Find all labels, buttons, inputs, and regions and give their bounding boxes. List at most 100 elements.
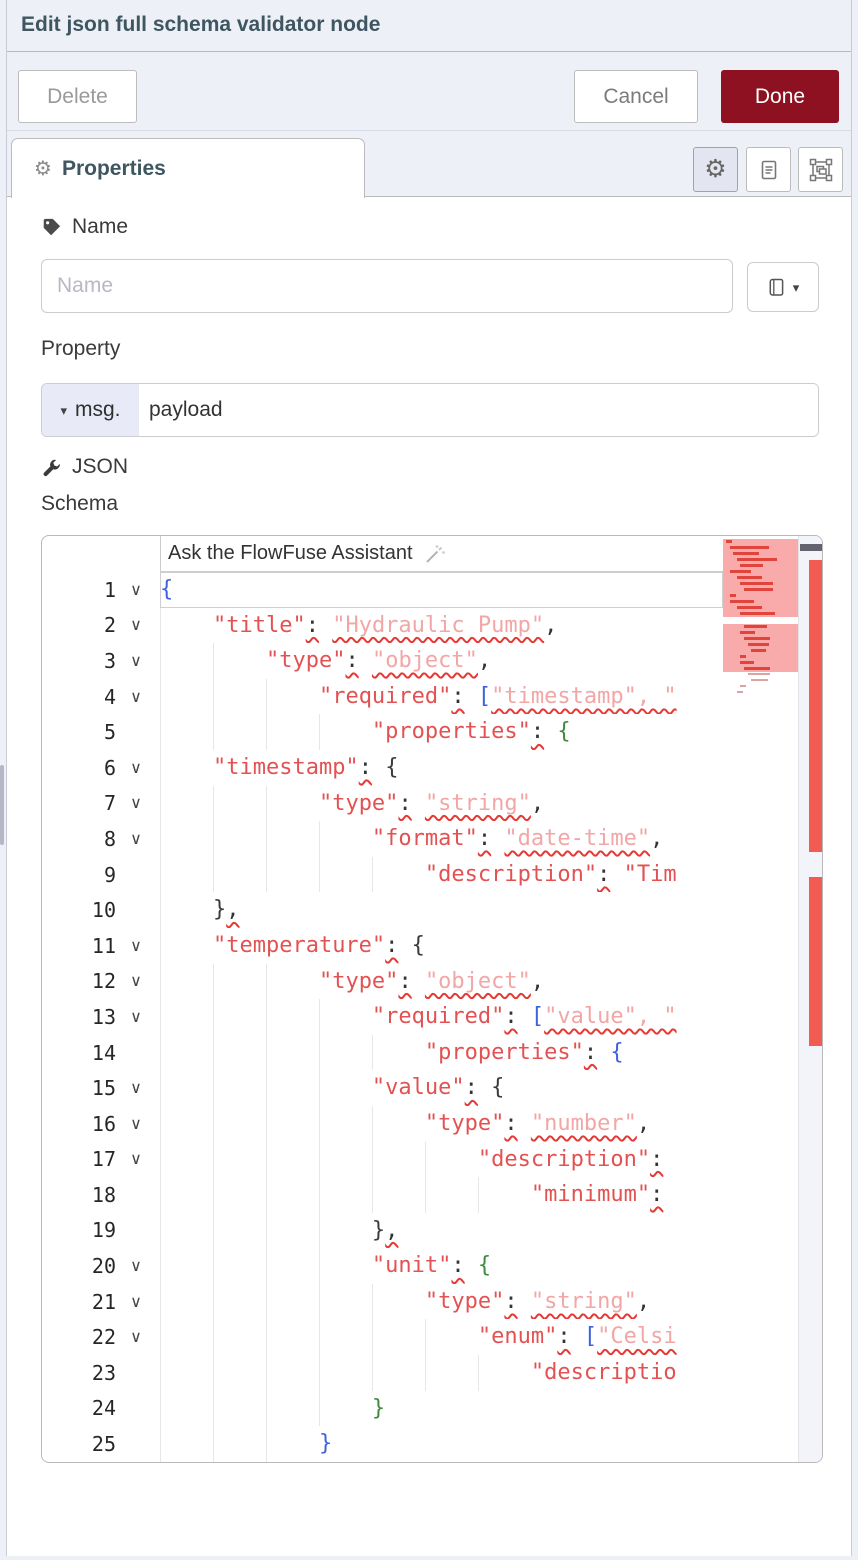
- code-line[interactable]: "type": "string",: [160, 1283, 723, 1320]
- json-label-row: JSON: [41, 455, 128, 479]
- line-number: 3: [103, 648, 116, 673]
- name-type-button[interactable]: ▾: [747, 262, 819, 312]
- dialog-panel: Edit json full schema validator node Del…: [6, 0, 852, 1556]
- fold-chevron-icon[interactable]: ∨: [130, 1293, 142, 1311]
- fold-chevron-icon[interactable]: ∨: [130, 1258, 142, 1276]
- fold-chevron-icon[interactable]: ∨: [130, 1008, 142, 1026]
- tab-bar: ⚙ Properties ⚙: [7, 131, 851, 198]
- line-number: 6: [103, 755, 116, 780]
- code-line[interactable]: {: [160, 572, 723, 608]
- line-number: 2: [103, 613, 116, 638]
- code-line[interactable]: "type": "string",: [160, 785, 723, 822]
- code-line[interactable]: "title": "Hydraulic Pump",: [160, 607, 723, 644]
- fold-chevron-icon[interactable]: ∨: [130, 1080, 142, 1098]
- line-number: 12: [91, 969, 116, 994]
- editor-content[interactable]: Ask the FlowFuse Assistant { "title": "H…: [160, 536, 723, 1462]
- code-line[interactable]: },: [160, 892, 723, 928]
- code-line[interactable]: "properties": {: [160, 1034, 723, 1071]
- document-icon: [758, 159, 780, 181]
- node-appearance-button[interactable]: [798, 147, 843, 192]
- assistant-bar[interactable]: Ask the FlowFuse Assistant: [160, 536, 723, 572]
- fold-chevron-icon[interactable]: ∨: [130, 1151, 142, 1169]
- code-line[interactable]: }: [160, 1390, 723, 1427]
- fold-chevron-icon[interactable]: ∨: [130, 795, 142, 813]
- code-line[interactable]: "value": {: [160, 1070, 723, 1106]
- code-line[interactable]: "type": "object",: [160, 643, 723, 679]
- code-lines[interactable]: { "title": "Hydraulic Pump", "type": "ob…: [160, 572, 723, 1462]
- property-prefix-label: msg.: [75, 398, 121, 421]
- fold-chevron-icon[interactable]: ∨: [130, 688, 142, 706]
- line-number: 18: [91, 1182, 116, 1207]
- property-input[interactable]: [139, 384, 818, 436]
- name-input[interactable]: [41, 259, 733, 313]
- line-number: 20: [91, 1254, 116, 1279]
- wrench-icon: [41, 457, 62, 478]
- chevron-down-icon: ▾: [60, 402, 67, 418]
- line-number: 5: [103, 720, 116, 745]
- cancel-button[interactable]: Cancel: [574, 70, 698, 123]
- line-number: 19: [91, 1218, 116, 1243]
- code-line[interactable]: "description": "Tim: [160, 856, 723, 893]
- fold-chevron-icon[interactable]: ∨: [130, 830, 142, 848]
- line-number: 7: [103, 791, 116, 816]
- code-line[interactable]: "unit": {: [160, 1248, 723, 1284]
- code-line[interactable]: "format": "date-time",: [160, 821, 723, 857]
- delete-button[interactable]: Delete: [18, 70, 137, 123]
- property-input-group: ▾ msg.: [41, 383, 819, 437]
- line-number: 15: [91, 1076, 116, 1101]
- code-line[interactable]: "properties": {: [160, 714, 723, 750]
- code-line[interactable]: }: [160, 1426, 723, 1462]
- fold-chevron-icon[interactable]: ∨: [130, 617, 142, 635]
- code-line[interactable]: "descriptio: [160, 1355, 723, 1391]
- done-button[interactable]: Done: [721, 70, 839, 123]
- fold-chevron-icon[interactable]: ∨: [130, 1115, 142, 1133]
- dialog-header: Edit json full schema validator node: [7, 0, 851, 52]
- fold-chevron-icon[interactable]: ∨: [130, 1329, 142, 1347]
- node-description-button[interactable]: [746, 147, 791, 192]
- magic-wand-icon: [423, 542, 447, 566]
- dialog-button-bar: Delete Cancel Done: [7, 52, 851, 131]
- fold-chevron-icon[interactable]: ∨: [130, 581, 142, 599]
- property-type-dropdown[interactable]: ▾ msg.: [42, 384, 139, 436]
- fold-chevron-icon[interactable]: ∨: [130, 973, 142, 991]
- scrollbar-thumb[interactable]: [800, 544, 822, 551]
- schema-label: Schema: [41, 492, 119, 515]
- line-number: 25: [91, 1432, 116, 1457]
- line-number: 22: [91, 1325, 116, 1350]
- overview-ruler[interactable]: [798, 536, 822, 1462]
- node-properties-button[interactable]: ⚙: [693, 147, 738, 192]
- tag-icon: [41, 217, 62, 238]
- properties-form: Name ▾ Property ▾ msg.: [7, 197, 851, 1556]
- code-line[interactable]: "minimum":: [160, 1177, 723, 1213]
- editor-gutter: 1 ∨ 2 ∨ 3 ∨ 4 ∨ 5 6 ∨ 7 ∨ 8 ∨ 9 10 11 ∨ 12 ∨ 13 ∨ 14 15 ∨ 16 ∨ 17 ∨ 18…: [42, 572, 160, 1462]
- fold-chevron-icon[interactable]: ∨: [130, 652, 142, 670]
- line-number: 17: [91, 1147, 116, 1172]
- tab-properties-label: Properties: [61, 156, 166, 180]
- line-number: 8: [103, 826, 116, 851]
- gear-icon: ⚙: [34, 157, 52, 180]
- json-schema-editor[interactable]: 1 ∨ 2 ∨ 3 ∨ 4 ∨ 5 6 ∨ 7 ∨ 8 ∨ 9 10 11 ∨ 12 ∨ 13 ∨ 14 15 ∨ 16 ∨ 17 ∨ 18…: [41, 535, 823, 1463]
- line-number: 9: [103, 862, 116, 887]
- dialog-title: Edit json full schema validator node: [21, 13, 381, 36]
- minimap[interactable]: [723, 536, 798, 1462]
- code-line[interactable]: "type": "object",: [160, 963, 723, 1000]
- error-overview-segment: [809, 877, 822, 1046]
- fold-chevron-icon[interactable]: ∨: [130, 759, 142, 777]
- tab-properties[interactable]: ⚙ Properties: [11, 138, 365, 198]
- line-number: 1: [103, 577, 116, 602]
- name-label-row: Name: [41, 215, 128, 239]
- code-line[interactable]: "timestamp": {: [160, 749, 723, 786]
- tray-resize-grip[interactable]: [0, 765, 4, 845]
- code-line[interactable]: "enum": ["Celsi: [160, 1319, 723, 1356]
- code-line[interactable]: },: [160, 1212, 723, 1249]
- code-line[interactable]: "type": "number",: [160, 1105, 723, 1142]
- chevron-down-icon: ▾: [792, 279, 800, 295]
- code-line[interactable]: "description":: [160, 1141, 723, 1178]
- book-icon: [767, 277, 786, 298]
- fold-chevron-icon[interactable]: ∨: [130, 937, 142, 955]
- line-number: 13: [91, 1004, 116, 1029]
- code-line[interactable]: "required": ["timestamp", ": [160, 678, 723, 715]
- code-line[interactable]: "required": ["value", ": [160, 999, 723, 1035]
- code-line[interactable]: "temperature": {: [160, 927, 723, 964]
